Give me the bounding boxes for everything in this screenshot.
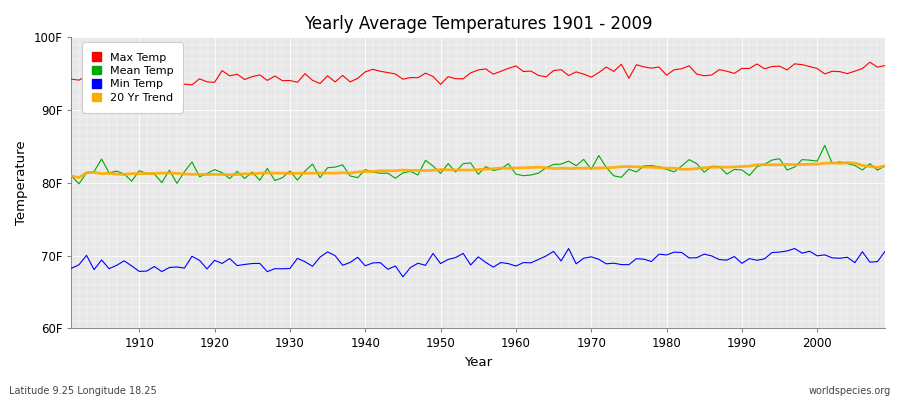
Text: worldspecies.org: worldspecies.org [809,386,891,396]
X-axis label: Year: Year [464,356,492,369]
Y-axis label: Temperature: Temperature [15,140,28,225]
Text: Latitude 9.25 Longitude 18.25: Latitude 9.25 Longitude 18.25 [9,386,157,396]
Title: Yearly Average Temperatures 1901 - 2009: Yearly Average Temperatures 1901 - 2009 [304,15,652,33]
Legend: Max Temp, Mean Temp, Min Temp, 20 Yr Trend: Max Temp, Mean Temp, Min Temp, 20 Yr Tre… [86,46,180,110]
